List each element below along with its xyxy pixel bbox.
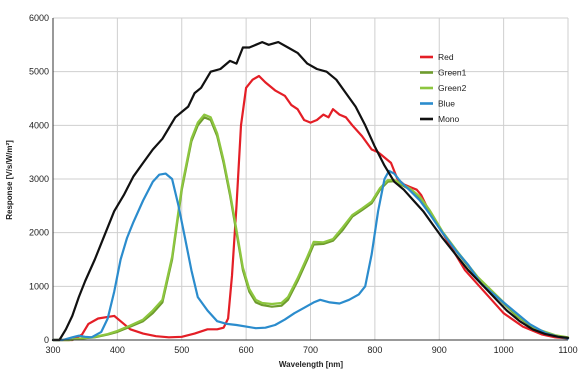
y-tick-label: 3000 xyxy=(29,174,49,184)
axes xyxy=(52,18,568,341)
x-tick-label: 1000 xyxy=(494,345,514,355)
series-line-blue xyxy=(51,169,570,342)
legend: Red Green1 Green2 Blue Mono xyxy=(420,52,467,124)
x-tick-label: 800 xyxy=(367,345,382,355)
y-axis-label: Response [V/s/W/m²] xyxy=(5,140,14,220)
tick-labels: 300 400 500 600 700 800 900 1000 1100 0 1000 2000 30… xyxy=(29,13,578,355)
y-tick-label: 4000 xyxy=(29,120,49,130)
x-tick-label: 500 xyxy=(174,345,189,355)
series-line-green2 xyxy=(51,113,570,342)
x-tick-label: 300 xyxy=(45,345,60,355)
series-line-mono xyxy=(51,41,570,342)
y-tick-label: 1000 xyxy=(29,281,49,291)
legend-label-red: Red xyxy=(438,52,454,62)
y-tick-label: 0 xyxy=(44,335,49,345)
x-tick-label: 900 xyxy=(432,345,447,355)
x-tick-label: 400 xyxy=(110,345,125,355)
y-tick-label: 2000 xyxy=(29,228,49,238)
series-lines xyxy=(51,41,570,342)
x-tick-label: 600 xyxy=(239,345,254,355)
x-axis-label: Wavelength [nm] xyxy=(279,360,343,369)
grid xyxy=(52,17,569,341)
legend-label-green1: Green1 xyxy=(438,68,467,78)
y-tick-label: 6000 xyxy=(29,13,49,23)
x-tick-label: 1100 xyxy=(558,345,577,355)
y-tick-label: 5000 xyxy=(29,67,49,77)
legend-label-green2: Green2 xyxy=(438,83,467,93)
x-tick-label: 700 xyxy=(303,345,318,355)
legend-label-mono: Mono xyxy=(438,114,460,124)
legend-label-blue: Blue xyxy=(438,99,455,109)
